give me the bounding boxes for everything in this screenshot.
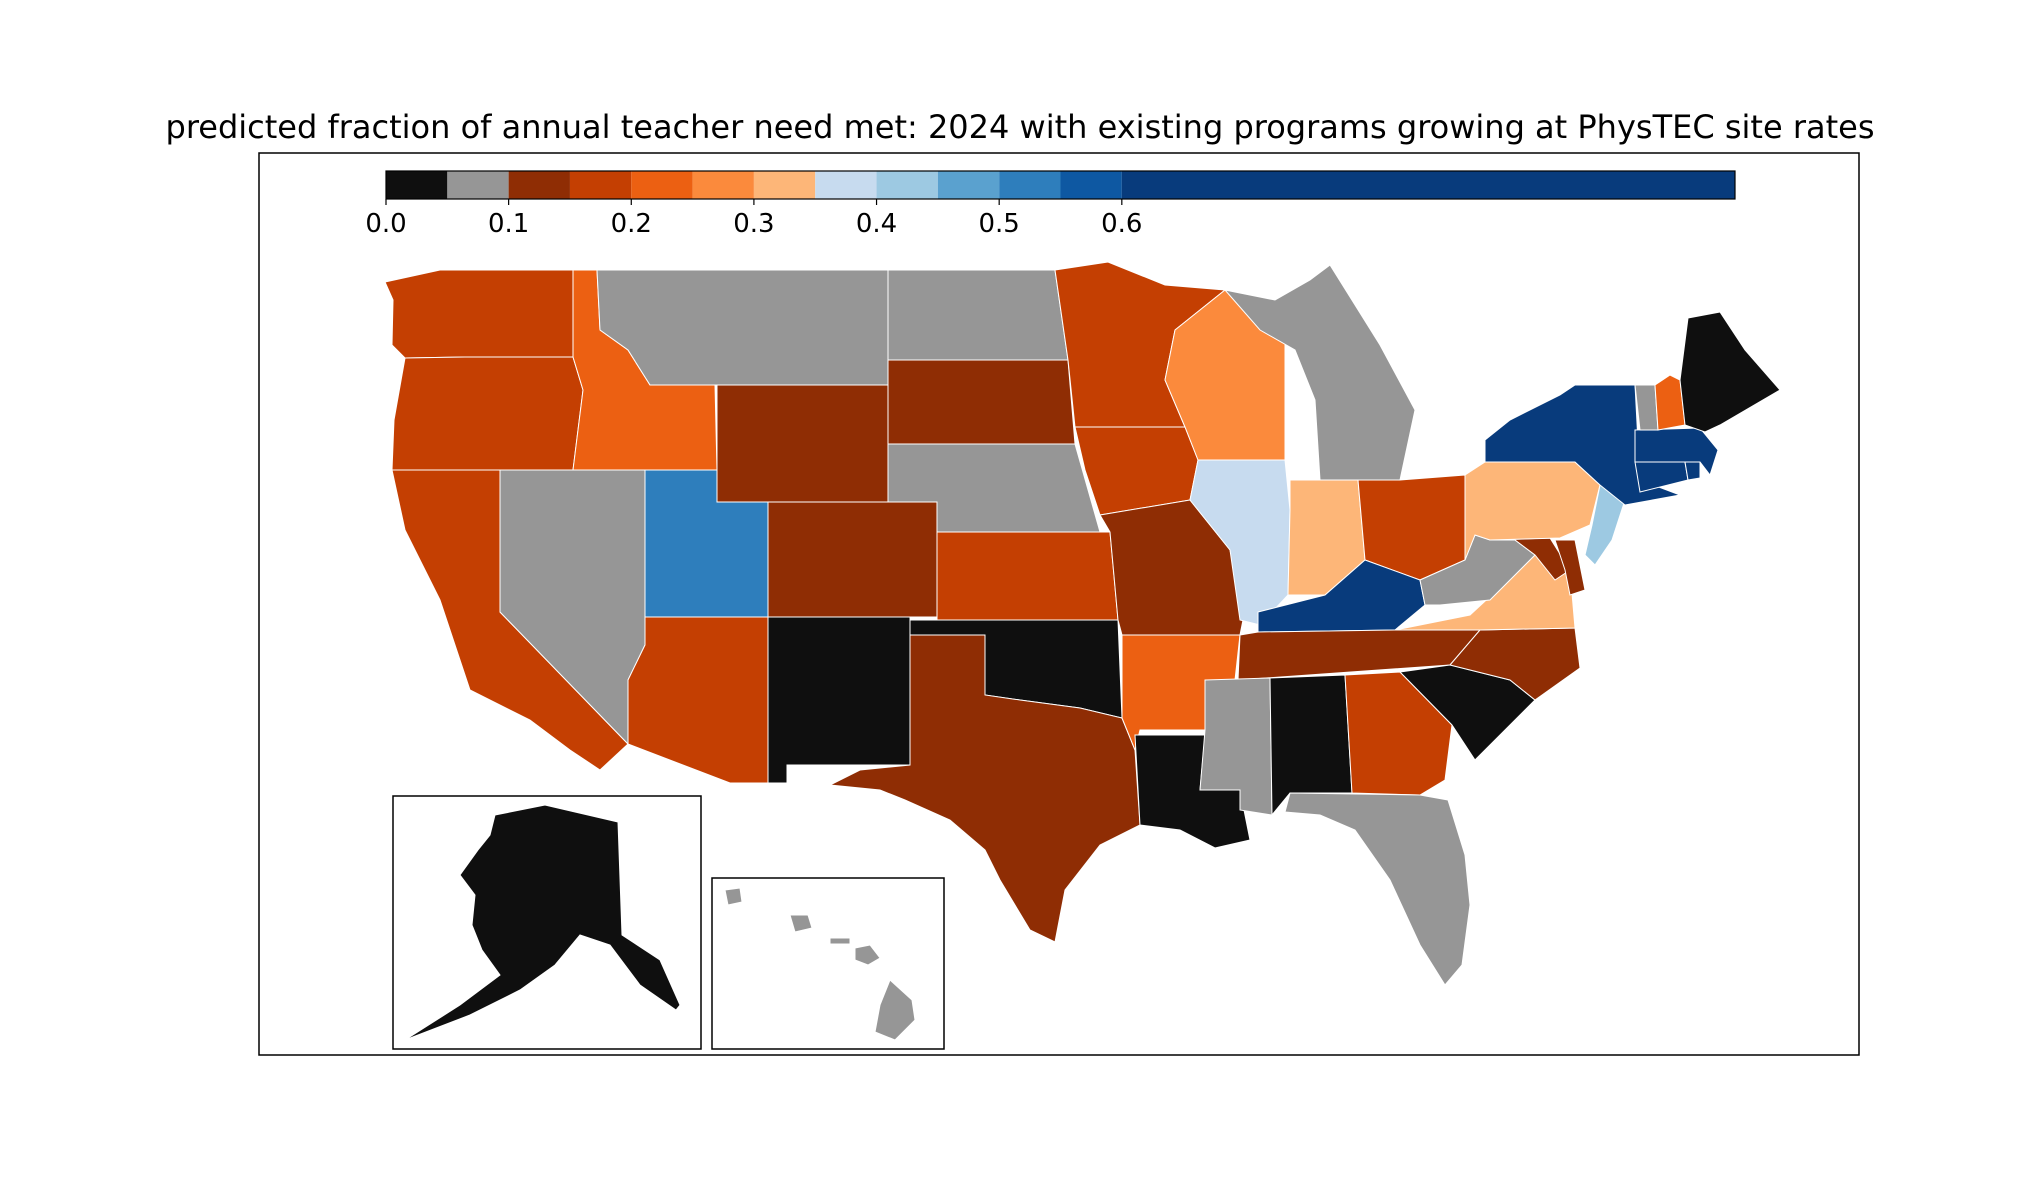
colorbar-tick-label: 0.2 — [611, 209, 652, 239]
state-montana — [596, 269, 889, 386]
colorbar-tick-label: 0.3 — [733, 209, 774, 239]
colorbar-bin-7 — [815, 171, 877, 199]
colorbar-bin-2 — [508, 171, 570, 199]
state-arizona — [627, 616, 769, 784]
colorbar-tick-label: 0.4 — [856, 209, 897, 239]
state-hawaii-maui — [854, 944, 881, 966]
colorbar-bin-0 — [386, 171, 448, 199]
colorbar-bin-4 — [631, 171, 693, 199]
colorbar-tick-label: 0.0 — [365, 209, 406, 239]
colorbar-bin-1 — [447, 171, 509, 199]
state-florida — [1284, 792, 1471, 986]
colorbar-bin-5 — [692, 171, 754, 199]
state-washington — [384, 269, 574, 359]
colorbar-bin-9 — [937, 171, 1000, 199]
state-oregon — [391, 356, 584, 471]
state-hawaii-molokai — [829, 937, 851, 945]
state-vermont — [1634, 384, 1659, 431]
state-alaska — [404, 804, 681, 1041]
state-new-mexico — [767, 616, 911, 784]
colorbar-tick-label: 0.1 — [488, 209, 529, 239]
state-wyoming — [716, 384, 889, 503]
state-north-dakota — [887, 269, 1069, 361]
colorbar-bin-8 — [876, 171, 938, 199]
state-texas — [828, 634, 1141, 943]
state-delaware — [1554, 539, 1586, 596]
state-rhode-island — [1684, 461, 1701, 481]
state-hawaii-kauai — [724, 887, 743, 906]
map-title: predicted fraction of annual teacher nee… — [165, 108, 1875, 146]
colorbar-outline — [385, 170, 1736, 200]
colorbar-bin-6 — [753, 171, 816, 199]
colorbar-bin-11 — [1060, 171, 1122, 199]
colorbar-bin-10 — [999, 171, 1061, 199]
map-frame — [258, 152, 1860, 1056]
colorbar-tick-label: 0.5 — [979, 209, 1020, 239]
state-kansas — [936, 531, 1119, 621]
state-hawaii — [874, 979, 916, 1041]
colorbar-bin-3 — [569, 171, 632, 199]
state-michigan — [1223, 264, 1416, 481]
colorbar-bin-12 — [1121, 171, 1735, 199]
state-colorado — [767, 501, 938, 618]
state-south-dakota — [887, 359, 1076, 445]
state-hawaii-oahu — [789, 914, 813, 933]
state-connecticut — [1634, 461, 1689, 493]
colorbar: 0.0 0.1 0.2 0.3 0.4 0.5 0.6 — [365, 170, 1736, 239]
state-maine — [1679, 311, 1781, 433]
colorbar-tick-label: 0.6 — [1101, 209, 1142, 239]
